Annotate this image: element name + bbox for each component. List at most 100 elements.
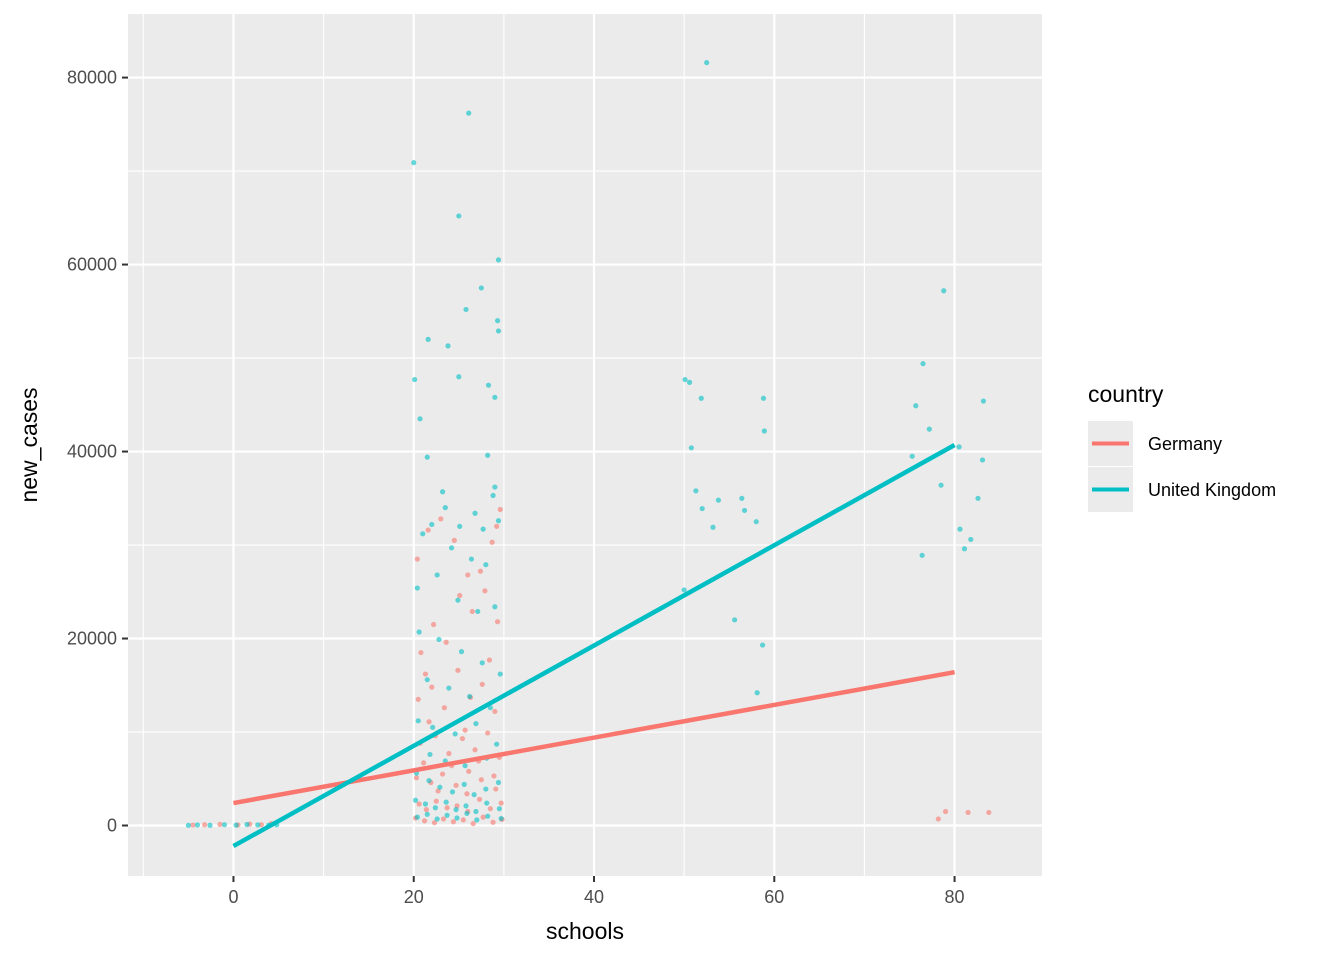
data-point-germany [491,773,497,779]
data-point-united-kingdom [686,379,693,385]
data-point-united-kingdom [739,495,745,501]
data-point-germany [462,727,468,733]
data-point-united-kingdom [492,484,498,490]
points-layer [185,60,992,828]
data-point-united-kingdom [920,361,926,367]
y-tick-label: 0 [107,816,117,836]
y-tick-label: 60000 [67,255,117,275]
data-point-united-kingdom [495,257,502,263]
legend-title: country [1088,381,1164,407]
data-point-united-kingdom [754,690,760,696]
data-point-united-kingdom [492,604,498,610]
data-point-united-kingdom [938,482,944,488]
data-point-united-kingdom [710,524,716,530]
data-point-united-kingdom [453,807,459,813]
y-axis-title: new_cases [16,387,42,502]
data-point-united-kingdom [484,800,490,806]
data-point-germany [446,750,452,757]
data-point-germany [487,806,493,812]
data-point-united-kingdom [472,510,478,516]
data-point-germany [453,782,459,788]
data-point-united-kingdom [926,426,932,432]
data-point-united-kingdom [429,521,435,528]
data-point-united-kingdom [494,741,500,747]
data-point-united-kingdom [445,343,451,349]
data-point-united-kingdom [485,813,491,819]
data-point-germany [493,786,499,792]
data-point-united-kingdom [412,797,419,803]
data-point-united-kingdom [420,531,426,537]
data-point-united-kingdom [448,545,455,551]
data-point-united-kingdom [414,814,420,820]
data-point-united-kingdom [439,489,446,495]
data-point-united-kingdom [909,453,915,459]
data-point-united-kingdom [185,822,191,828]
data-point-germany [415,696,421,702]
data-point-germany [478,777,484,783]
data-point-united-kingdom [732,617,738,623]
data-point-germany [429,684,435,690]
data-point-united-kingdom [474,817,480,823]
data-point-germany [440,816,447,822]
data-point-united-kingdom [761,428,767,434]
data-point-united-kingdom [975,495,981,501]
data-point-united-kingdom [446,685,452,691]
data-point-united-kingdom [434,816,440,822]
x-axis-title: schools [546,918,624,944]
data-point-united-kingdom [699,505,705,512]
data-point-germany [479,681,485,687]
x-tick-label: 80 [945,887,965,907]
data-point-united-kingdom [485,452,491,458]
data-point-united-kingdom [968,536,974,543]
data-point-united-kingdom [414,585,420,591]
data-point-united-kingdom [497,671,503,677]
x-tick-label: 20 [404,887,424,907]
data-point-united-kingdom [698,395,704,401]
data-point-germany [497,506,503,513]
data-point-united-kingdom [979,457,986,463]
data-point-germany [439,771,446,777]
data-point-germany [492,708,498,715]
data-point-united-kingdom [753,519,759,525]
data-point-united-kingdom [498,815,504,822]
y-tick-label: 40000 [67,442,117,462]
data-point-germany [464,791,470,797]
data-point-united-kingdom [461,781,467,787]
data-point-united-kingdom [715,497,722,503]
data-point-germany [450,819,456,825]
data-point-germany [416,801,422,807]
data-point-united-kingdom [412,376,418,383]
data-point-united-kingdom [444,812,450,818]
data-point-united-kingdom [492,394,498,400]
plot-panel [128,14,1042,876]
data-point-united-kingdom [479,660,485,666]
data-point-united-kingdom [449,789,456,795]
data-point-united-kingdom [422,801,429,807]
x-tick-label: 0 [228,887,238,907]
data-point-united-kingdom [463,306,469,313]
data-point-united-kingdom [473,808,479,815]
data-point-united-kingdom [956,444,962,450]
legend-label-united-kingdom: United Kingdom [1148,480,1276,500]
data-point-united-kingdom [463,803,469,809]
data-point-united-kingdom [480,526,486,532]
data-point-united-kingdom [682,376,688,383]
data-point-united-kingdom [913,403,919,409]
data-point-germany [935,816,941,822]
data-point-germany [470,821,476,827]
data-point-germany [469,608,475,615]
data-point-germany [425,527,431,533]
data-point-germany [480,814,486,820]
data-point-germany [444,805,450,811]
data-point-united-kingdom [442,505,448,511]
data-point-germany [451,537,457,543]
data-point-united-kingdom [471,792,477,798]
data-point-germany [422,671,429,677]
data-point-united-kingdom [941,288,947,294]
data-point-germany [490,819,496,825]
data-point-united-kingdom [452,731,458,737]
data-point-germany [494,523,500,529]
data-point-united-kingdom [464,810,470,816]
data-point-germany [465,572,471,578]
data-point-germany [965,809,971,816]
